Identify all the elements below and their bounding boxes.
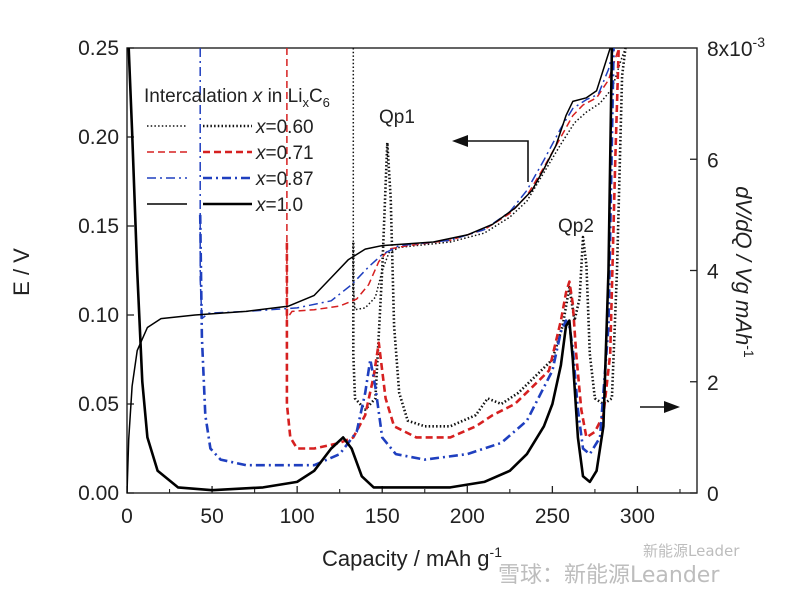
legend-entry-label: x=1.0 — [255, 195, 303, 216]
legend-title: Intercalation x in LixC6 — [144, 86, 330, 110]
x-tick-label: 250 — [535, 505, 570, 528]
y-right-tick-label: 4 — [707, 261, 719, 284]
watermark-small-text: 新能源Leader — [643, 542, 740, 560]
legend-entry-label: x=0.87 — [255, 169, 314, 190]
voltage-curve — [127, 48, 611, 493]
y-right-tick-label: 2 — [707, 372, 719, 395]
dvdq-curve — [127, 48, 614, 492]
legend: Intercalation x in LixC6 x=0.60 x=0.71 x=0… — [144, 86, 330, 216]
dvdq-curve — [198, 48, 615, 467]
right-axis-arrow — [640, 401, 680, 413]
voltage-curve — [352, 48, 627, 311]
y-right-top-tick-label: 8x10-3 — [707, 34, 765, 61]
annotation-qp1: Qp1 — [379, 107, 415, 128]
series-x=1.0 — [127, 48, 614, 493]
y-right-tick-label: 0 — [707, 483, 719, 506]
x-tick-label: 0 — [121, 505, 133, 528]
y-left-tick-label: 0.25 — [78, 37, 119, 60]
x-tick-label: 150 — [365, 505, 400, 528]
x-tick-label: 200 — [450, 505, 485, 528]
y-left-axis-label: E / V — [9, 248, 34, 296]
y-left-tick-label: 0.10 — [78, 304, 119, 327]
y-left-tick-label: 0.00 — [78, 482, 119, 505]
left-axis-arrow — [452, 135, 529, 182]
series-x=0.71 — [285, 48, 620, 450]
x-axis-label: Capacity / mAh g-1 — [322, 544, 502, 571]
series-x=0.60 — [352, 48, 627, 428]
legend-entry-label: x=0.71 — [255, 143, 314, 164]
legend-entry-label: x=0.60 — [255, 117, 314, 138]
x-tick-label: 300 — [620, 505, 655, 528]
y-left-tick-label: 0.05 — [78, 393, 119, 416]
watermark-large-text: 雪球：新能源Leander — [498, 563, 720, 588]
y-left-tick-label: 0.15 — [78, 215, 119, 238]
y-right-axis-label: dV/dQ / Vg mAh-1 — [731, 186, 757, 358]
ticks-group: 0 50 100 150 200 250 300 0.00 0.05 0.10 0.15 0.20 0.… — [78, 34, 765, 528]
annotation-qp2: Qp2 — [558, 216, 594, 237]
voltage-curve — [286, 48, 620, 320]
y-right-tick-label: 6 — [707, 149, 719, 172]
x-tick-label: 50 — [200, 505, 223, 528]
y-left-tick-label: 0.20 — [78, 126, 119, 149]
x-tick-label: 100 — [280, 505, 315, 528]
watermark: 新能源Leader 雪球：新能源Leander — [498, 542, 740, 588]
series-group — [127, 48, 627, 493]
dvdq-curve — [285, 48, 620, 450]
